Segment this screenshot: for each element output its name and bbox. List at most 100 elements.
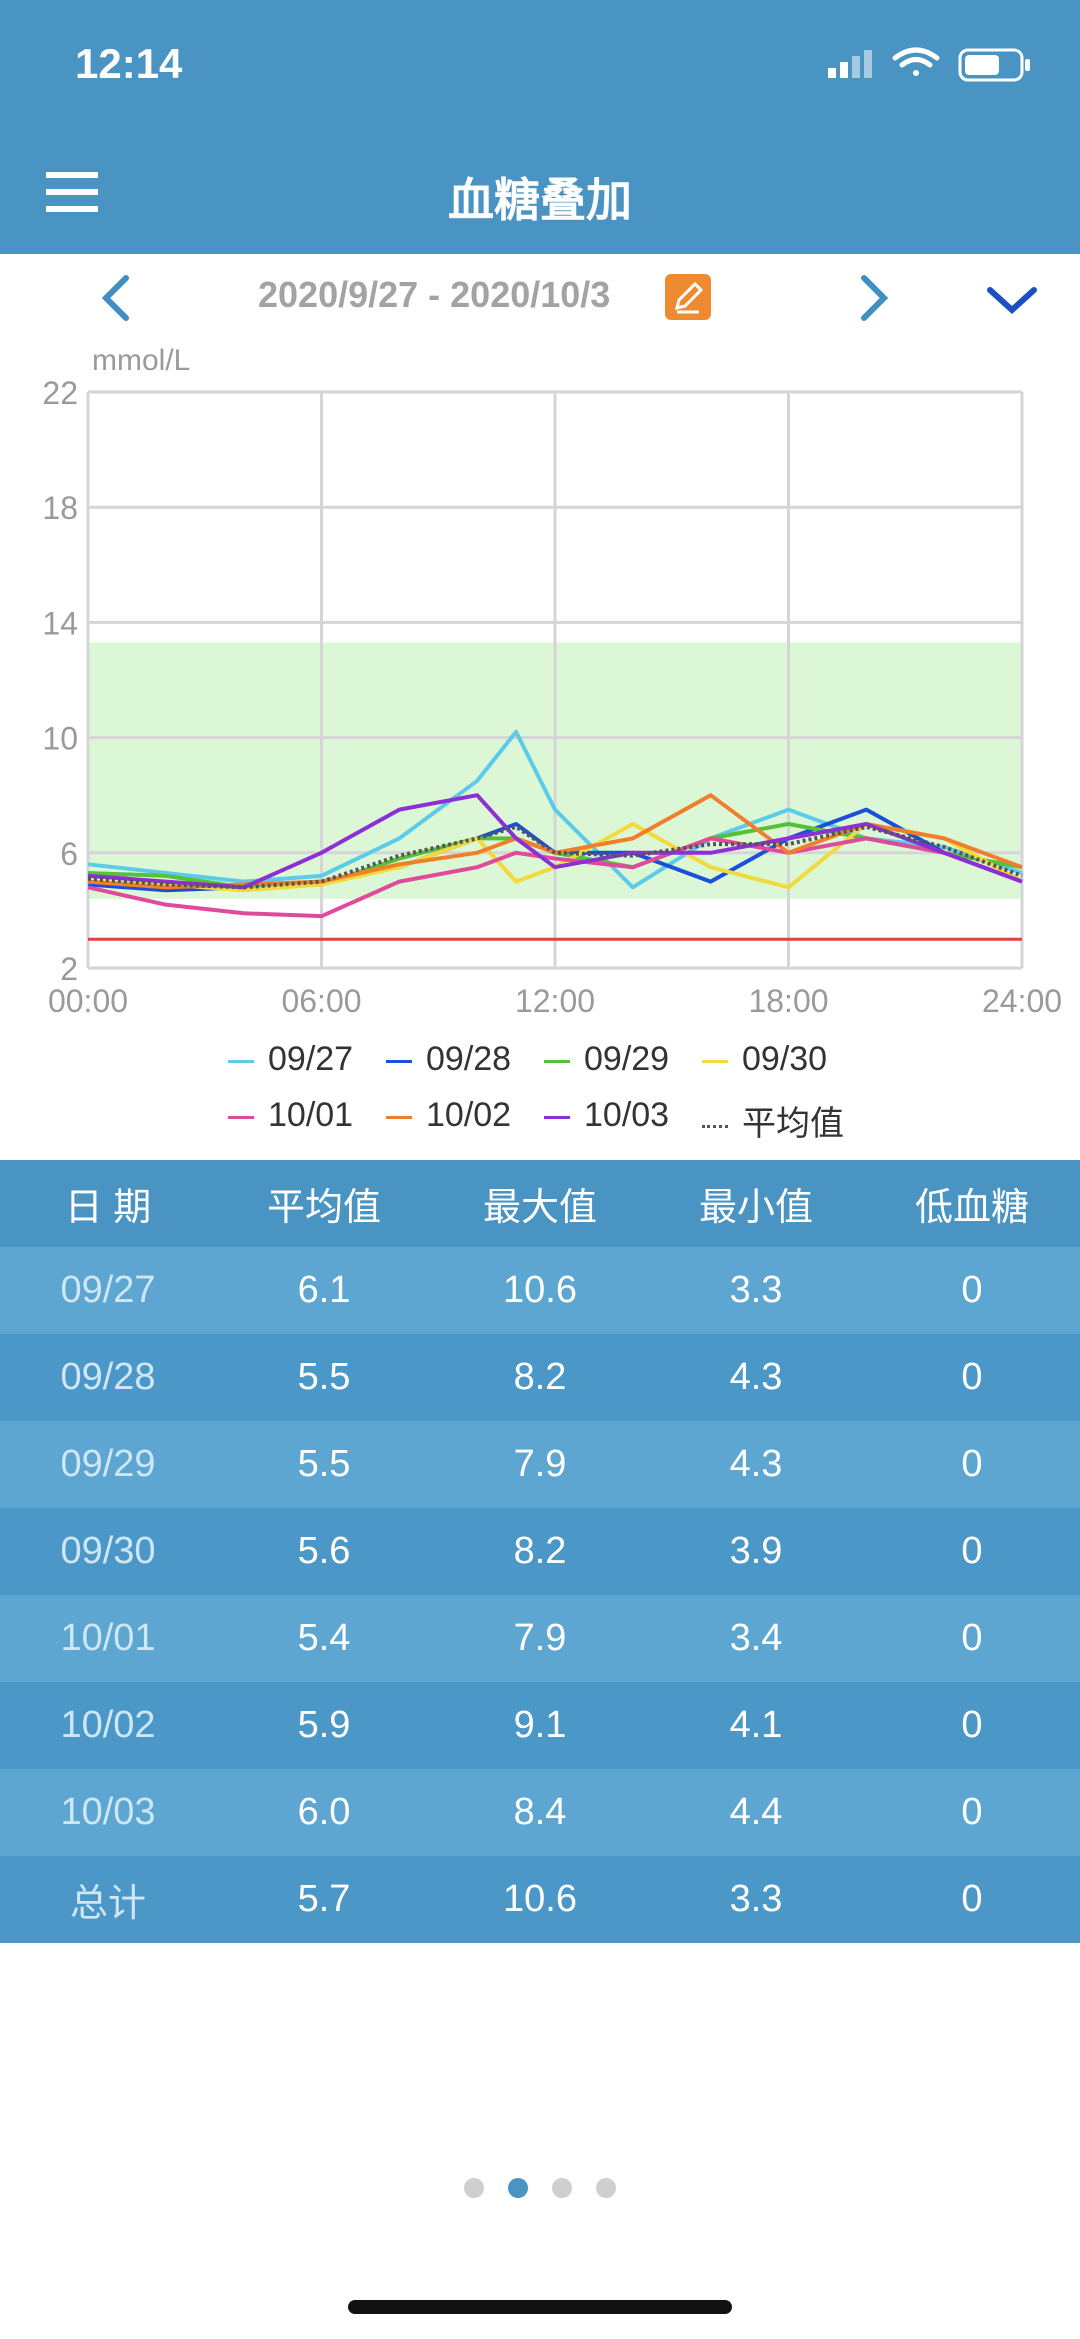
signal-icon: [828, 50, 872, 78]
table-row: 10/02 5.9 9.1 4.1 0: [0, 1682, 1080, 1769]
x-tick-label: 18:00: [748, 983, 828, 1019]
legend-swatch: [228, 1059, 254, 1063]
series-line: [87, 822, 1023, 893]
y-tick-label: 2: [60, 951, 78, 987]
x-tick-label: 00:00: [48, 983, 128, 1019]
header-date: 日 期: [64, 1187, 152, 1229]
cell-hypo: 0: [961, 1617, 983, 1659]
chart-legend: 09/27 09/28 09/29 09/30 10/01 10/02 10/03 平均值: [0, 1030, 1080, 1150]
legend-label: 09/30: [742, 1040, 828, 1078]
cell-max: 7.9: [513, 1443, 567, 1485]
header-min: 最小值: [698, 1187, 813, 1229]
cell-min: 4.4: [729, 1791, 783, 1833]
legend-item: 09/29: [544, 1040, 669, 1079]
cell-date: 总计: [69, 1883, 146, 1925]
next-week-button[interactable]: [842, 268, 902, 328]
cell-max: 10.6: [503, 1878, 577, 1920]
page-dot[interactable]: [552, 2178, 572, 2198]
cell-average: 6.1: [297, 1269, 351, 1311]
legend-swatch: [702, 1059, 728, 1063]
y-tick-label: 14: [42, 605, 78, 641]
legend-label: 09/29: [584, 1040, 670, 1078]
legend-swatch: [386, 1115, 412, 1119]
cell-hypo: 0: [961, 1878, 983, 1920]
page-dot[interactable]: [508, 2178, 528, 2198]
cell-average: 5.5: [297, 1443, 351, 1485]
cell-hypo: 0: [961, 1356, 983, 1398]
legend-item: 平均值: [702, 1096, 844, 1145]
cell-date: 10/01: [60, 1617, 156, 1659]
cell-date: 10/03: [60, 1791, 156, 1833]
cell-min: 4.1: [729, 1704, 783, 1746]
y-tick-label: 10: [42, 721, 78, 757]
cell-max: 10.6: [503, 1269, 577, 1311]
cell-date: 09/27: [60, 1269, 156, 1311]
chevron-down-icon[interactable]: [982, 268, 1042, 328]
table-row: 09/27 6.1 10.6 3.3 0: [0, 1247, 1080, 1334]
y-axis-label: mmol/L: [92, 344, 190, 377]
cell-min: 3.3: [729, 1878, 783, 1920]
cell-average: 5.7: [297, 1878, 351, 1920]
header-max: 最大值: [482, 1187, 597, 1229]
cell-date: 09/28: [60, 1356, 156, 1398]
legend-swatch: [544, 1115, 570, 1119]
nav-bar: 血糖叠加: [0, 134, 1080, 254]
legend-label: 09/28: [426, 1040, 512, 1078]
legend-item: 09/30: [702, 1040, 827, 1079]
page-indicator: [0, 2178, 1080, 2202]
menu-icon[interactable]: [46, 166, 98, 218]
stats-table: 日 期 平均值 最大值 最小值 低血糖 09/27 6.1 10.6 3.3 0 09/2…: [0, 1160, 1080, 1943]
cell-min: 3.4: [729, 1617, 783, 1659]
cell-hypo: 0: [961, 1791, 983, 1833]
cell-hypo: 0: [961, 1530, 983, 1572]
edit-date-icon[interactable]: [665, 274, 711, 320]
x-tick-label: 24:00: [982, 983, 1062, 1019]
x-tick-label: 06:00: [281, 983, 361, 1019]
legend-item: 10/01: [228, 1096, 353, 1135]
cell-date: 09/29: [60, 1443, 156, 1485]
wifi-icon: [892, 47, 940, 76]
cell-max: 8.4: [513, 1791, 567, 1833]
page-dot[interactable]: [596, 2178, 616, 2198]
status-bar: 12:14: [0, 0, 1080, 134]
legend-label: 10/03: [584, 1096, 670, 1134]
legend-swatch: [544, 1059, 570, 1063]
y-tick-label: 22: [42, 375, 78, 411]
cell-max: 9.1: [513, 1704, 567, 1746]
cell-average: 5.4: [297, 1617, 351, 1659]
cell-average: 5.6: [297, 1530, 351, 1572]
prev-week-button[interactable]: [88, 268, 148, 328]
header-hypo: 低血糖: [914, 1187, 1029, 1229]
series-line: [87, 793, 1023, 890]
table-row: 总计 5.7 10.6 3.3 0: [0, 1856, 1080, 1943]
legend-swatch: [702, 1124, 728, 1128]
legend-item: 10/02: [386, 1096, 511, 1135]
glucose-overlay-chart: 2 6 10 14 18 22 00:00 06:00 12:00 18:00 24:00 mmol/…: [0, 340, 1080, 1160]
page-title: 血糖叠加: [448, 173, 632, 227]
cell-average: 6.0: [297, 1791, 351, 1833]
cell-max: 8.2: [513, 1530, 567, 1572]
table-row: 10/03 6.0 8.4 4.4 0: [0, 1769, 1080, 1856]
date-range-label: 2020/9/27 - 2020/10/3: [258, 274, 611, 315]
x-tick-label: 12:00: [515, 983, 595, 1019]
battery-icon: [958, 48, 1030, 82]
legend-label: 平均值: [742, 1105, 844, 1143]
header-average: 平均值: [266, 1187, 381, 1229]
page-dot[interactable]: [464, 2178, 484, 2198]
cell-max: 7.9: [513, 1617, 567, 1659]
legend-item: 10/03: [544, 1096, 669, 1135]
legend-swatch: [386, 1059, 412, 1063]
series-line: [87, 793, 1023, 890]
cell-max: 8.2: [513, 1356, 567, 1398]
cell-average: 5.5: [297, 1356, 351, 1398]
cell-hypo: 0: [961, 1443, 983, 1485]
legend-label: 09/27: [268, 1040, 354, 1078]
legend-item: 09/28: [386, 1040, 511, 1079]
series-line: [87, 824, 1023, 890]
home-indicator: [348, 2300, 732, 2314]
chart-svg: 2 6 10 14 18 22 00:00 06:00 12:00 18:00 24:00 mmol/…: [42, 344, 1062, 1019]
cell-min: 4.3: [729, 1443, 783, 1485]
cell-date: 09/30: [60, 1530, 156, 1572]
legend-label: 10/02: [426, 1096, 512, 1134]
cell-average: 5.9: [297, 1704, 351, 1746]
